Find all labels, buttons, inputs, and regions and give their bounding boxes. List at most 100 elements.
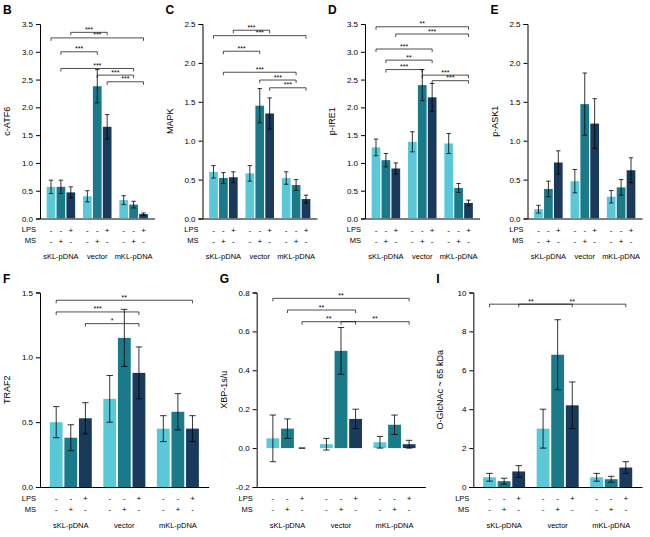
error-bar (592, 99, 596, 149)
error-bar (68, 425, 74, 451)
y-tick: 0.5 (22, 418, 40, 427)
error-bar-cap (569, 428, 575, 429)
category-label: mKL-pDNA (592, 521, 630, 530)
error-bar-cap (175, 429, 181, 430)
condition-labels: LPS--+--+--+MS-+--+--+- (22, 225, 146, 245)
condition-labels: LPS--+--+--+MS-+--+--+- (22, 494, 195, 514)
condition-sign: + (257, 237, 262, 246)
y-tick-mark (524, 102, 528, 103)
y-tick-label: 8 (462, 327, 467, 336)
condition-sign: - (106, 237, 109, 246)
error-bar (136, 347, 142, 399)
condition-sign: - (272, 505, 275, 514)
series (266, 415, 386, 462)
error-bar-stem (70, 187, 71, 198)
condition-sign: - (286, 494, 289, 503)
condition-sign: - (55, 494, 58, 503)
category-label: sKL-pDNA (486, 521, 521, 530)
error-bar-stem (422, 70, 423, 101)
error-bar-cap (619, 195, 623, 196)
error-bar-cap (623, 461, 629, 462)
condition-sign: - (574, 226, 577, 235)
error-bar-cap (284, 171, 288, 172)
error-bar-stem (272, 415, 273, 462)
error-bar-cap (420, 100, 424, 101)
annotations: **** (490, 298, 626, 308)
condition-sign: - (69, 237, 72, 246)
bar (391, 168, 400, 218)
condition-sign: - (295, 226, 298, 235)
bracket-label: *** (111, 69, 119, 76)
error-bar (394, 163, 398, 174)
y-tick: 1.0 (509, 137, 527, 146)
error-bar-cap (82, 402, 88, 403)
bracket-label: *** (75, 45, 83, 52)
error-bar (221, 173, 225, 184)
annotations: ******** (273, 292, 409, 325)
condition-sign: - (272, 494, 275, 503)
error-bar-cap (391, 415, 397, 416)
y-tick: 0.4 (239, 366, 257, 375)
error-bar (609, 190, 613, 202)
condition-sign: + (466, 226, 471, 235)
error-bar-cap (609, 202, 613, 203)
bar (265, 113, 274, 218)
error-bar-cap (248, 165, 252, 166)
condition-labels: LPS--+--+--+MS-+--+--+- (184, 225, 308, 245)
error-bar (384, 153, 388, 166)
condition-sign: + (407, 494, 412, 503)
error-bar-cap (211, 178, 215, 179)
y-tick-mark (36, 135, 40, 136)
bracket-label: *** (247, 24, 255, 31)
bracket-label: *** (93, 62, 101, 69)
error-bar-cap (430, 111, 434, 112)
condition-labels: LPS--+--+--+MS-+--+--+- (238, 494, 411, 514)
y-tick: 0.6 (239, 327, 257, 336)
condition-sign: - (457, 226, 460, 235)
condition-sign: - (84, 505, 87, 514)
error-bar-stem (107, 115, 108, 139)
y-tick-mark (524, 180, 528, 181)
error-bar-stem (223, 173, 224, 184)
condition-sign: - (595, 505, 598, 514)
category-label: vector (87, 252, 108, 261)
y-tick-mark (253, 370, 257, 371)
condition-sign: + (555, 505, 560, 514)
y-tick: 2.0 (509, 59, 527, 68)
y-tick-mark (253, 448, 257, 449)
y-tick-label: 0.0 (347, 215, 359, 224)
bracket-label: *** (274, 74, 282, 81)
error-bar-cap (338, 327, 344, 328)
panel-title: G (220, 272, 229, 286)
condition-name: LPS (509, 225, 523, 234)
y-tick-label: 0.0 (509, 215, 521, 224)
condition-sign: + (392, 505, 397, 514)
error-bar-stem (123, 196, 124, 205)
x-axis-line (257, 487, 426, 488)
y-tick: 8 (462, 327, 473, 336)
y-tick-mark (36, 24, 40, 25)
x-axis (203, 219, 318, 220)
condition-sign: - (123, 494, 126, 503)
y-tick-mark (36, 422, 40, 423)
x-axis-line (528, 219, 643, 220)
annotations: ******************* (376, 20, 469, 83)
error-bar-cap (231, 171, 235, 172)
panel: 0.00.51.01.5******LPS--+--+--+MS-+--+--+… (2, 272, 209, 530)
condition-sign: - (574, 237, 577, 246)
condition-sign: - (258, 226, 261, 235)
error-bar (189, 416, 195, 442)
condition-sign: - (108, 505, 111, 514)
error-bar-cap (294, 190, 298, 191)
error-bar-cap (447, 153, 451, 154)
y-tick-label: 1.5 (509, 98, 521, 107)
error-bar-stem (611, 190, 612, 202)
error-bar-cap (592, 148, 596, 149)
y-axis-title: p-ASK1 (490, 106, 500, 137)
panel-title: E (491, 3, 499, 17)
error-bar-cap (107, 422, 113, 423)
error-bar-cap (384, 153, 388, 154)
error-bar-stem (341, 328, 342, 375)
y-tick-label: 0.0 (239, 444, 251, 453)
bracket-label: * (111, 317, 114, 324)
